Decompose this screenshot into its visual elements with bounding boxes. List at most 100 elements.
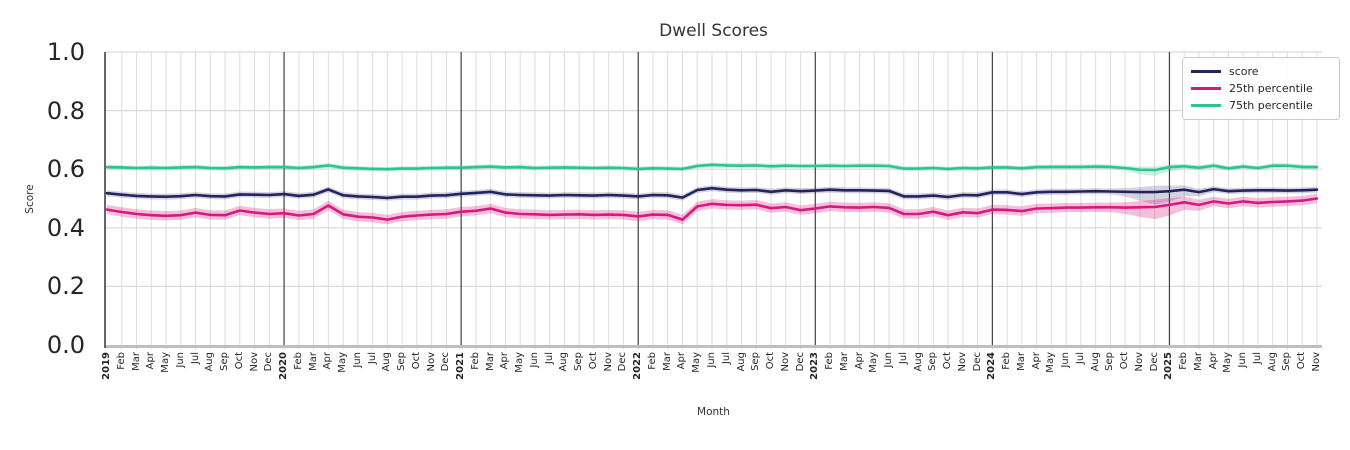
x-tick-label: Apr — [676, 352, 688, 370]
x-tick-label: Oct — [233, 352, 245, 370]
x-tick-label: Dec — [440, 352, 452, 372]
x-tick-label: Dec — [971, 352, 983, 372]
x-tick-label: Mar — [484, 352, 496, 371]
x-tick-label: Mar — [1015, 352, 1027, 371]
p25-line-swatch-icon — [1191, 87, 1221, 90]
x-tick-label: Jul — [1074, 352, 1086, 365]
x-tick-label: Oct — [410, 352, 422, 370]
x-tick-label: Jul — [543, 352, 555, 365]
legend-label-75th-percentile: 75th percentile — [1229, 99, 1313, 112]
legend-item-75th-percentile: 75th percentile — [1191, 97, 1330, 114]
x-tick-label: Feb — [115, 352, 127, 370]
x-tick-label: Mar — [838, 352, 850, 371]
x-tick-label: Sep — [1281, 352, 1293, 371]
x-tick-label: 2019 — [101, 352, 112, 380]
x-tick-label: Aug — [912, 352, 924, 372]
x-tick-label: Sep — [573, 352, 585, 371]
x-tick-label: 2024 — [986, 352, 998, 380]
x-tick-label: Sep — [750, 352, 762, 371]
x-tick-label: May — [160, 352, 172, 373]
x-tick-label: Nov — [425, 352, 437, 372]
x-tick-label: Nov — [1311, 352, 1322, 372]
x-tick-label: Oct — [587, 352, 599, 370]
x-tick-label: Nov — [248, 352, 260, 372]
x-tick-label: Sep — [219, 352, 231, 371]
x-tick-label: Dec — [794, 352, 806, 372]
x-tick-label: Aug — [1089, 352, 1101, 372]
x-tick-label: May — [691, 352, 703, 373]
x-tick-label: Jun — [883, 352, 895, 368]
x-tick-label: May — [514, 352, 526, 373]
x-tick-label: Jul — [189, 352, 201, 365]
x-tick-label: Sep — [396, 352, 408, 371]
legend-item-25th-percentile: 25th percentile — [1191, 80, 1330, 97]
x-tick-label: May — [868, 352, 880, 373]
x-tick-label: Feb — [824, 352, 836, 370]
x-tick-label: Feb — [1178, 352, 1190, 370]
x-tick-label: Apr — [322, 352, 334, 370]
x-tick-label: Mar — [307, 352, 319, 371]
x-tick-label: Oct — [765, 352, 777, 370]
legend-label-25th-percentile: 25th percentile — [1229, 82, 1313, 95]
x-tick-label: 2020 — [278, 352, 290, 380]
x-tick-label: Jun — [1060, 352, 1072, 368]
x-axis-label: Month — [697, 406, 730, 418]
x-tick-label: Jun — [706, 352, 717, 368]
x-tick-label: Aug — [558, 352, 570, 372]
x-tick-label: Mar — [1192, 352, 1204, 371]
x-tick-label: 2021 — [455, 352, 467, 380]
y-tick-label: 0.8 — [46, 96, 85, 125]
x-tick-label: Feb — [292, 352, 304, 370]
x-tick-label: Jun — [528, 352, 540, 368]
x-tick-label: Aug — [381, 352, 393, 372]
x-tick-label: Mar — [130, 352, 142, 371]
x-tick-label: May — [1045, 352, 1057, 373]
x-tick-label: Aug — [1266, 352, 1278, 372]
x-tick-label: Aug — [735, 352, 747, 372]
x-tick-label: Jun — [174, 352, 186, 368]
p75-line-swatch-icon — [1191, 104, 1221, 107]
x-tick-label: 2022 — [632, 352, 644, 380]
legend: score 25th percentile 75th percentile — [1182, 57, 1340, 120]
x-tick-label: Apr — [1030, 352, 1042, 370]
x-tick-label: Feb — [1001, 352, 1013, 370]
x-tick-label: Feb — [646, 352, 658, 370]
x-tick-label: Nov — [779, 352, 791, 372]
x-tick-label: Oct — [1296, 352, 1308, 370]
x-tick-label: Aug — [204, 352, 216, 372]
x-tick-label: Oct — [942, 352, 954, 370]
x-tick-label: Jul — [720, 352, 732, 365]
y-tick-label: 0.0 — [46, 331, 85, 359]
score-line-swatch-icon — [1191, 70, 1221, 73]
x-tick-label: Jun — [351, 352, 363, 368]
x-tick-label: Mar — [661, 352, 673, 371]
x-tick-label: Jul — [1251, 352, 1263, 365]
x-tick-label: Apr — [1207, 352, 1219, 370]
x-tick-label: Oct — [1119, 352, 1131, 370]
x-tick-label: Feb — [469, 352, 481, 370]
chart-title: Dwell Scores — [659, 21, 768, 41]
x-tick-label: Sep — [927, 352, 939, 371]
y-tick-label: 1.0 — [46, 38, 85, 66]
x-tick-label: Sep — [1104, 352, 1116, 371]
x-tick-label: May — [1222, 352, 1234, 373]
x-tick-label: Apr — [853, 352, 865, 370]
x-tick-label: Dec — [1148, 352, 1160, 372]
x-tick-label: Jun — [1237, 352, 1249, 368]
x-tick-label: Jul — [366, 352, 378, 365]
legend-label-score: score — [1229, 65, 1259, 78]
x-tick-label: Dec — [263, 352, 275, 372]
x-tick-label: Nov — [1133, 352, 1145, 372]
x-tick-label: 2025 — [1163, 352, 1175, 380]
x-tick-label: Jul — [897, 352, 909, 365]
y-tick-label: 0.2 — [46, 272, 85, 301]
x-tick-label: 2023 — [809, 352, 821, 380]
x-tick-label: Apr — [145, 352, 157, 370]
y-tick-label: 0.4 — [46, 213, 85, 242]
x-tick-label: Nov — [602, 352, 614, 372]
x-tick-label: May — [337, 352, 349, 373]
x-tick-label: Apr — [499, 352, 511, 370]
legend-item-score: score — [1191, 63, 1330, 80]
